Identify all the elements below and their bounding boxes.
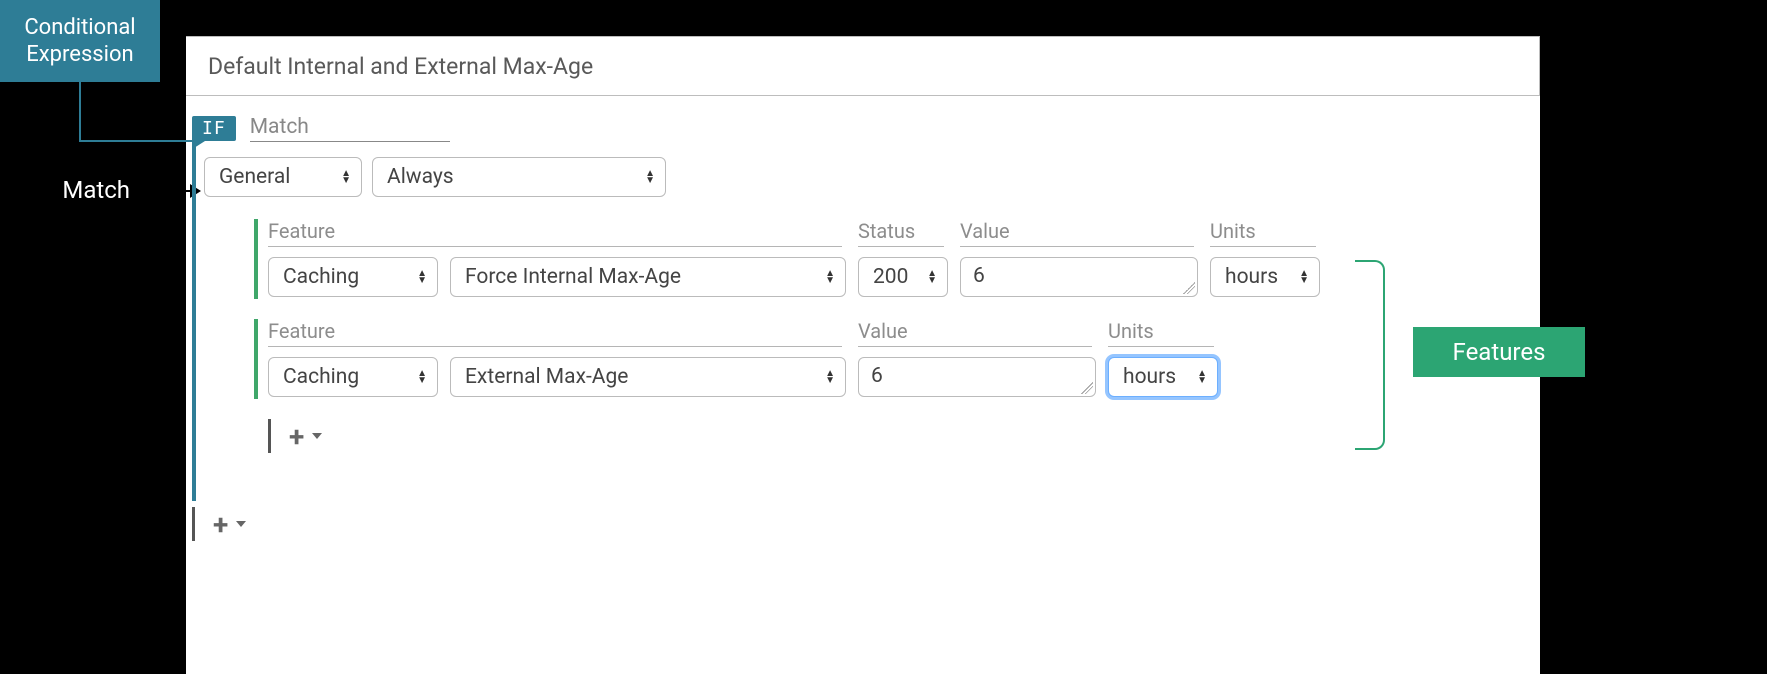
match-category-select[interactable]: General ▲▼ bbox=[204, 157, 362, 197]
feature-name-value: External Max-Age bbox=[465, 365, 628, 389]
callout-match-label: Match bbox=[62, 175, 130, 205]
add-divider bbox=[192, 507, 195, 541]
callout-features-label: Features bbox=[1453, 337, 1546, 367]
feature-value-input[interactable]: 6 bbox=[960, 257, 1198, 297]
feature-value-text: 6 bbox=[871, 364, 883, 388]
match-row: General ▲▼ Always ▲▼ bbox=[186, 157, 1366, 197]
select-arrows-icon: ▲▼ bbox=[1299, 270, 1309, 284]
match-condition-value: Always bbox=[387, 165, 454, 189]
connector-line bbox=[79, 82, 81, 142]
feature-units-select[interactable]: hours ▲▼ bbox=[1108, 357, 1218, 397]
feature-status-value: 200 bbox=[873, 265, 908, 289]
add-feature-button[interactable]: + bbox=[268, 419, 1366, 453]
feature-units-value: hours bbox=[1123, 365, 1176, 389]
match-condition-select[interactable]: Always ▲▼ bbox=[372, 157, 666, 197]
value-label: Value bbox=[960, 219, 1194, 247]
feature-labels-row: Feature Status Value Units bbox=[268, 219, 1366, 247]
feature-bar bbox=[254, 219, 258, 299]
chevron-down-icon bbox=[312, 433, 322, 439]
match-header-label: Match bbox=[250, 115, 450, 142]
if-header-row: IF Match bbox=[186, 115, 1366, 142]
rule-editor: IF Match General ▲▼ Always ▲▼ Feature St… bbox=[186, 115, 1366, 541]
feature-units-value: hours bbox=[1225, 265, 1278, 289]
feature-value-text: 6 bbox=[973, 264, 985, 288]
units-label: Units bbox=[1108, 319, 1214, 347]
feature-name-value: Force Internal Max-Age bbox=[465, 265, 681, 289]
status-label: Status bbox=[858, 219, 944, 247]
add-condition-button[interactable]: + bbox=[192, 507, 1366, 541]
units-label: Units bbox=[1210, 219, 1316, 247]
callout-features: Features bbox=[1413, 327, 1585, 377]
resize-handle-icon[interactable] bbox=[1183, 282, 1195, 294]
select-arrows-icon: ▲▼ bbox=[1197, 370, 1207, 384]
feature-units-select[interactable]: hours ▲▼ bbox=[1210, 257, 1320, 297]
feature-label: Feature bbox=[268, 319, 842, 347]
feature-category-select[interactable]: Caching ▲▼ bbox=[268, 257, 438, 297]
select-arrows-icon: ▲▼ bbox=[341, 170, 351, 184]
value-label: Value bbox=[858, 319, 1092, 347]
add-divider bbox=[268, 419, 271, 453]
feature-controls-row: Caching ▲▼ Force Internal Max-Age ▲▼ 200… bbox=[268, 257, 1366, 297]
feature-label: Feature bbox=[268, 219, 842, 247]
connector-line bbox=[155, 190, 190, 192]
resize-handle-icon[interactable] bbox=[1081, 382, 1093, 394]
feature-labels-row: Feature Value Units bbox=[268, 319, 1366, 347]
if-tag: IF bbox=[192, 116, 236, 141]
feature-category-select[interactable]: Caching ▲▼ bbox=[268, 357, 438, 397]
rule-title-text: Default Internal and External Max-Age bbox=[208, 53, 593, 80]
feature-status-select[interactable]: 200 ▲▼ bbox=[858, 257, 948, 297]
feature-block: Feature Value Units Caching ▲▼ External … bbox=[268, 319, 1366, 397]
feature-bar bbox=[254, 319, 258, 399]
chevron-down-icon bbox=[236, 521, 246, 527]
callout-match: Match bbox=[0, 165, 160, 215]
callout-conditional-label: Conditional Expression bbox=[24, 14, 135, 69]
feature-name-select[interactable]: Force Internal Max-Age ▲▼ bbox=[450, 257, 846, 297]
select-arrows-icon: ▲▼ bbox=[825, 370, 835, 384]
feature-controls-row: Caching ▲▼ External Max-Age ▲▼ 6 hours ▲… bbox=[268, 357, 1366, 397]
conditional-bar bbox=[192, 125, 196, 501]
select-arrows-icon: ▲▼ bbox=[417, 270, 427, 284]
select-arrows-icon: ▲▼ bbox=[417, 370, 427, 384]
feature-value-input[interactable]: 6 bbox=[858, 357, 1096, 397]
feature-category-value: Caching bbox=[283, 365, 359, 389]
plus-icon: + bbox=[289, 420, 304, 453]
feature-name-select[interactable]: External Max-Age ▲▼ bbox=[450, 357, 846, 397]
match-category-value: General bbox=[219, 165, 290, 189]
select-arrows-icon: ▲▼ bbox=[927, 270, 937, 284]
rule-title-input[interactable]: Default Internal and External Max-Age bbox=[186, 36, 1540, 96]
select-arrows-icon: ▲▼ bbox=[825, 270, 835, 284]
connector-line bbox=[79, 140, 194, 142]
feature-block: Feature Status Value Units Caching ▲▼ Fo… bbox=[268, 219, 1366, 297]
feature-category-value: Caching bbox=[283, 265, 359, 289]
callout-conditional-expression: Conditional Expression bbox=[0, 0, 160, 82]
plus-icon: + bbox=[213, 508, 228, 541]
select-arrows-icon: ▲▼ bbox=[645, 170, 655, 184]
